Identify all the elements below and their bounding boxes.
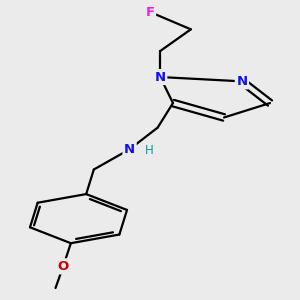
Text: F: F: [146, 5, 154, 19]
Text: N: N: [124, 143, 135, 156]
Text: O: O: [58, 260, 69, 273]
Text: N: N: [155, 70, 166, 83]
Text: H: H: [145, 144, 153, 157]
Text: N: N: [236, 75, 247, 88]
